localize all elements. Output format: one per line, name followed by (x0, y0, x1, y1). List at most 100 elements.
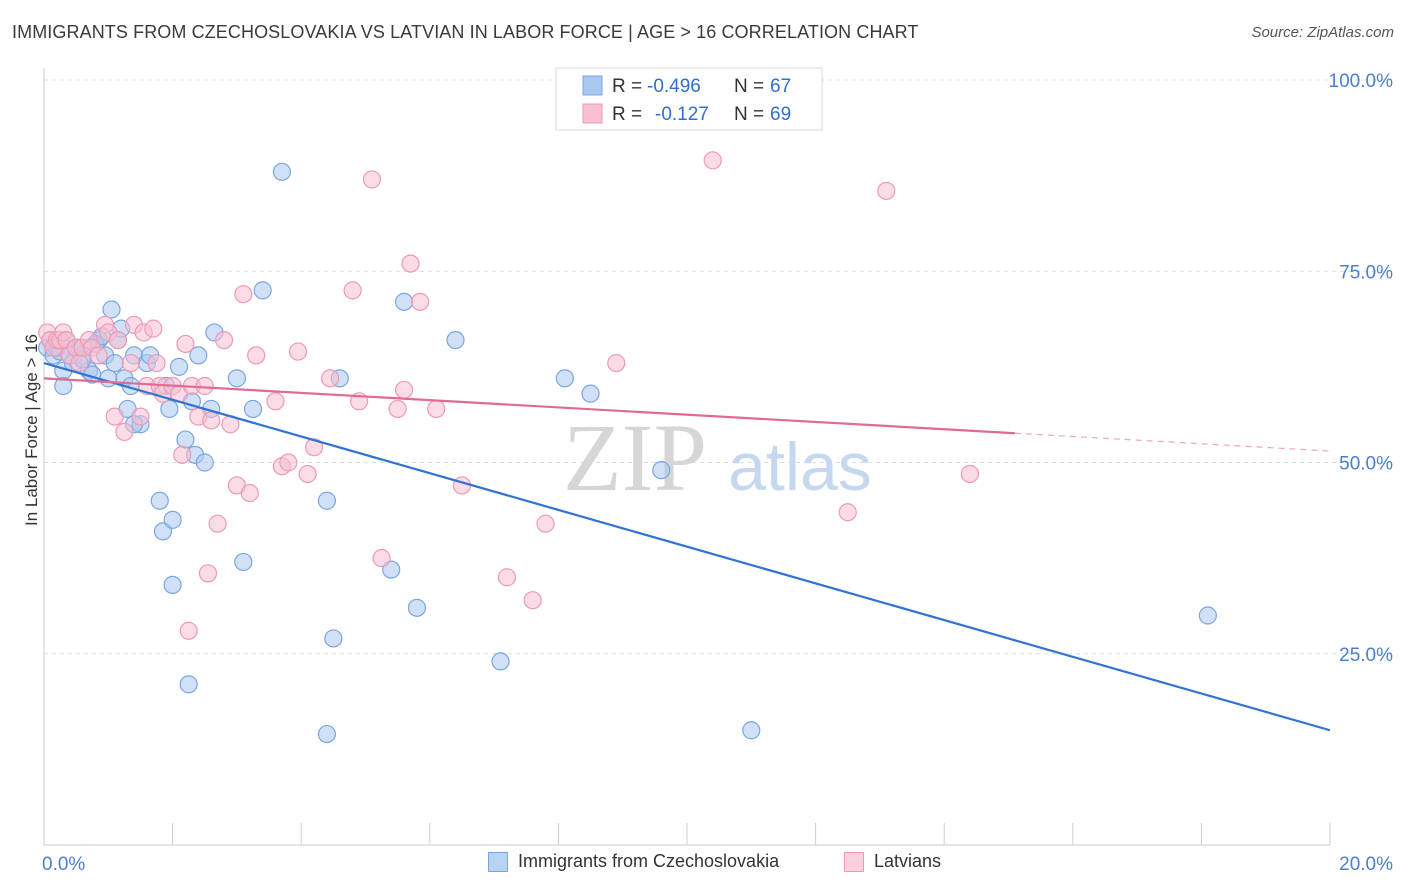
legend-r-label: R = (612, 76, 642, 97)
legend-label: Immigrants from Czechoslovakia (518, 851, 780, 871)
legend-swatch-pink (844, 851, 864, 872)
data-point (388, 399, 407, 419)
data-point (960, 464, 980, 484)
data-point (279, 453, 298, 472)
legend-label: Latvians (874, 851, 942, 871)
data-point (446, 331, 465, 350)
source-label: Source: ZipAtlas.com (1251, 24, 1394, 41)
data-point (144, 319, 163, 338)
gridlines (44, 79, 1392, 655)
data-point (150, 491, 169, 510)
data-point (394, 380, 414, 399)
data-point (202, 411, 221, 430)
data-point (491, 652, 510, 671)
data-point (208, 514, 227, 533)
y-tick-label: 25.0% (1339, 645, 1393, 666)
data-point (243, 399, 263, 419)
data-point (105, 353, 124, 373)
legend-r-value: -0.127 (655, 104, 709, 125)
data-point (214, 331, 234, 350)
legend-n-label: N = (734, 104, 764, 125)
data-point (169, 357, 189, 376)
data-point (102, 300, 121, 319)
data-point (703, 151, 722, 170)
legend-item-latvians[interactable]: Latvians (844, 851, 941, 872)
data-point (452, 476, 472, 495)
data-point (607, 353, 626, 373)
data-point (372, 549, 391, 568)
data-point (1198, 606, 1217, 625)
y-tick-label: 75.0% (1339, 262, 1393, 283)
data-point (160, 399, 179, 419)
trend-line-latvians-extrapolated (1014, 432, 1331, 452)
data-point (324, 629, 343, 648)
data-point (70, 353, 89, 373)
data-point (288, 342, 308, 361)
watermark: ZIP atlas (563, 404, 872, 511)
trend-lines (43, 361, 1331, 732)
data-point (131, 407, 150, 426)
data-point (234, 552, 253, 572)
data-point (253, 281, 272, 300)
data-point (555, 369, 574, 388)
data-point (536, 514, 555, 533)
legend-pink-swatch (582, 103, 603, 124)
y-tick-label: 50.0% (1339, 454, 1393, 475)
data-point (89, 346, 108, 365)
data-point (317, 491, 337, 510)
data-point (838, 503, 857, 522)
data-point (247, 346, 266, 365)
data-point (121, 353, 140, 373)
data-point (362, 170, 382, 189)
legend-item-czechoslovakia[interactable]: Immigrants from Czechoslovakia (488, 851, 779, 872)
watermark-zip: ZIP (563, 404, 707, 511)
data-point (304, 438, 324, 457)
data-point (179, 621, 198, 640)
data-point (234, 285, 253, 304)
data-point (523, 591, 542, 610)
legend-r-value: -0.496 (647, 76, 701, 97)
x-tick-label: 0.0% (42, 854, 85, 875)
legend-r-label: R = (612, 104, 642, 125)
data-point (163, 510, 182, 529)
data-point (240, 484, 259, 503)
axes (43, 68, 1331, 846)
data-point (176, 430, 195, 449)
data-point (179, 675, 198, 694)
watermark-atlas: atlas (728, 429, 872, 505)
legend-n-value: 67 (770, 76, 791, 97)
data-point (317, 724, 337, 744)
data-point (105, 407, 124, 426)
data-point (497, 568, 517, 587)
legend-n-label: N = (734, 76, 764, 97)
legend-stats: R = -0.496 N = 67 R = -0.127 N = 69 (555, 67, 823, 131)
data-point (173, 445, 192, 464)
data-point (394, 292, 414, 311)
series-latvians-points (38, 151, 980, 640)
data-point (742, 721, 761, 740)
data-point (176, 334, 195, 354)
legend-blue-swatch (582, 75, 603, 96)
trend-line-czechoslovakia (43, 361, 1331, 732)
data-point (227, 369, 246, 388)
data-point (189, 346, 208, 365)
data-point (108, 331, 128, 350)
data-point (411, 292, 430, 311)
data-point (298, 464, 317, 484)
data-point (195, 453, 214, 472)
data-point (147, 353, 166, 373)
data-point (99, 369, 118, 388)
data-point (321, 369, 340, 388)
x-tick-label: 20.0% (1339, 854, 1393, 875)
data-point (652, 461, 671, 480)
data-point (343, 281, 362, 300)
data-point (427, 399, 446, 419)
data-point (581, 384, 600, 403)
y-tick-label: 100.0% (1329, 71, 1394, 92)
tick-labels: 25.0% 50.0% 75.0% 100.0% 0.0% 20.0% (42, 71, 1393, 875)
data-point (877, 181, 896, 201)
data-point (198, 564, 218, 583)
data-point (163, 575, 182, 595)
data-point (401, 254, 420, 273)
